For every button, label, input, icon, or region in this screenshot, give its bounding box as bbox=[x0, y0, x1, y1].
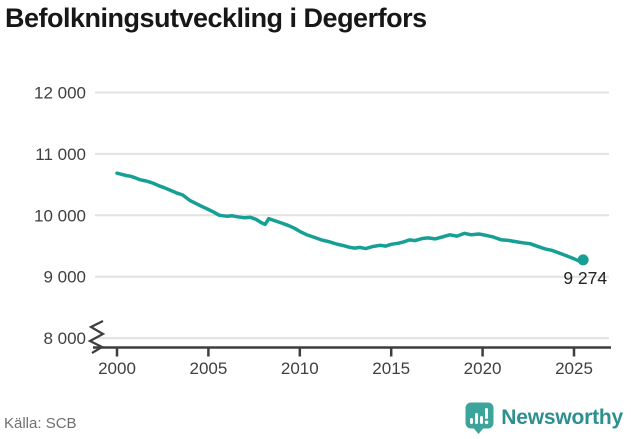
newsworthy-wordmark: Newsworthy bbox=[501, 406, 623, 429]
y-tick-label: 8 000 bbox=[43, 329, 86, 348]
x-tick-label: 2025 bbox=[555, 359, 593, 378]
x-tick-label: 2020 bbox=[464, 359, 502, 378]
last-point-label: 9 274 bbox=[563, 268, 607, 288]
chart-title: Befolkningsutveckling i Degerfors bbox=[5, 3, 427, 33]
newsworthy-bar-chart-speech-bubble-icon bbox=[465, 402, 494, 434]
source-label: Källa: SCB bbox=[4, 415, 77, 432]
y-tick-label: 10 000 bbox=[34, 206, 86, 225]
x-tick-label: 2010 bbox=[281, 359, 319, 378]
x-tick-label: 2005 bbox=[189, 359, 227, 378]
axis-break-icon bbox=[87, 320, 106, 354]
y-tick-label: 12 000 bbox=[34, 84, 86, 103]
y-tick-label: 11 000 bbox=[35, 145, 86, 164]
series-line bbox=[115, 171, 585, 263]
newsworthy-logo[interactable]: Newsworthy bbox=[465, 402, 623, 434]
y-tick-label: 9 000 bbox=[43, 268, 86, 287]
last-point-dot bbox=[577, 254, 589, 266]
x-tick-label: 2015 bbox=[372, 359, 410, 378]
x-tick-label: 2000 bbox=[98, 359, 136, 378]
